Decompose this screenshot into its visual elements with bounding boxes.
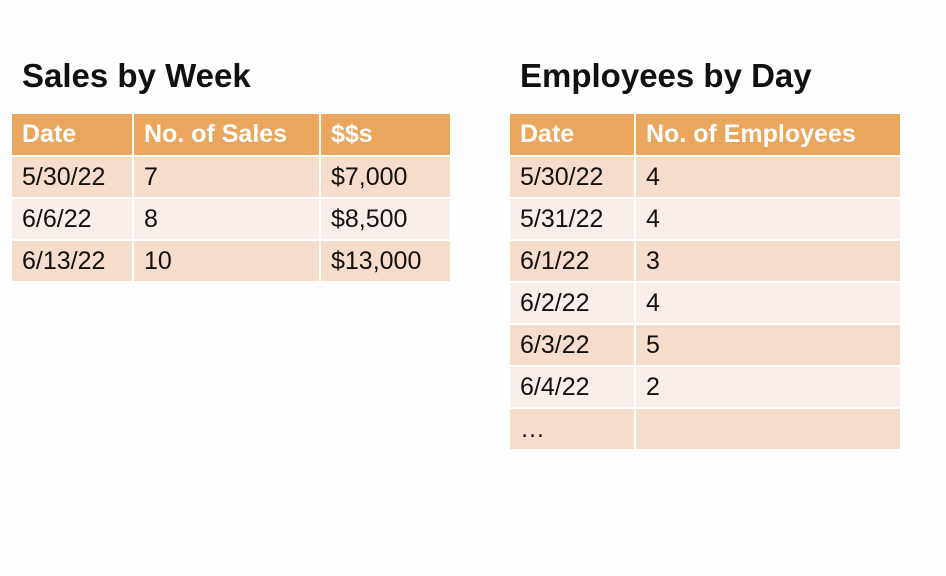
sales-amount-cell: $13,000	[319, 239, 452, 283]
date-cell: 5/30/22	[10, 155, 134, 199]
employee-count-cell: 4	[634, 155, 902, 199]
date-cell: 5/30/22	[508, 155, 636, 199]
table-row: 6/13/22 10 $13,000	[10, 239, 452, 283]
column-header-no-of-employees: No. of Employees	[634, 112, 902, 157]
table-header-row: Date No. of Employees	[508, 112, 902, 157]
table-row: 5/31/22 4	[508, 197, 902, 241]
table-row: 6/2/22 4	[508, 281, 902, 325]
table-row: 6/1/22 3	[508, 239, 902, 283]
sales-count-cell: 7	[132, 155, 321, 199]
sales-amount-cell: $7,000	[319, 155, 452, 199]
table-row: 5/30/22 7 $7,000	[10, 155, 452, 199]
sales-count-cell: 8	[132, 197, 321, 241]
sales-amount-cell: $8,500	[319, 197, 452, 241]
employee-count-cell: 2	[634, 365, 902, 409]
employee-count-cell	[634, 407, 902, 451]
date-cell: 6/2/22	[508, 281, 636, 325]
table-row: 5/30/22 4	[508, 155, 902, 199]
date-cell: 5/31/22	[508, 197, 636, 241]
column-header-date: Date	[508, 112, 636, 157]
table-header-row: Date No. of Sales $$s	[10, 112, 452, 157]
column-header-no-of-sales: No. of Sales	[132, 112, 321, 157]
employees-by-day-table: Date No. of Employees 5/30/22 4 5/31/22 …	[508, 112, 902, 451]
employee-count-cell: 4	[634, 281, 902, 325]
table-row: 6/6/22 8 $8,500	[10, 197, 452, 241]
employee-count-cell: 5	[634, 323, 902, 367]
employee-count-cell: 3	[634, 239, 902, 283]
date-cell: 6/6/22	[10, 197, 134, 241]
date-cell: 6/3/22	[508, 323, 636, 367]
employees-by-day-title: Employees by Day	[520, 57, 812, 94]
sales-by-week-title: Sales by Week	[22, 57, 251, 94]
date-cell: 6/4/22	[508, 365, 636, 409]
employee-count-cell: 4	[634, 197, 902, 241]
table-row: 6/4/22 2	[508, 365, 902, 409]
date-cell: 6/13/22	[10, 239, 134, 283]
column-header-dollars: $$s	[319, 112, 452, 157]
sales-count-cell: 10	[132, 239, 321, 283]
date-cell: 6/1/22	[508, 239, 636, 283]
ellipsis-cell: …	[508, 407, 636, 451]
table-row-ellipsis: …	[508, 407, 902, 451]
sales-by-week-table: Date No. of Sales $$s 5/30/22 7 $7,000 6…	[10, 112, 452, 283]
column-header-date: Date	[10, 112, 134, 157]
table-row: 6/3/22 5	[508, 323, 902, 367]
